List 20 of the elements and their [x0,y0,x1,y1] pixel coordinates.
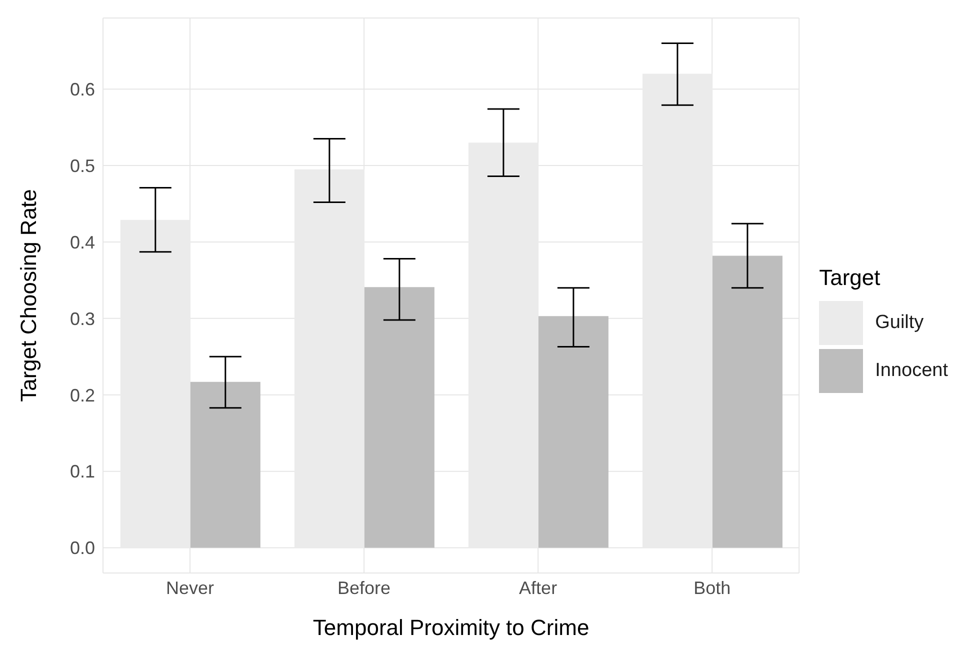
bar [190,382,260,548]
y-tick-label: 0.2 [70,385,95,406]
x-tick-label: Both [694,578,731,598]
y-tick-label: 0.0 [70,538,95,558]
legend-label: Innocent [875,360,948,382]
y-tick-label: 0.1 [70,462,95,482]
y-tick-label: 0.5 [70,156,95,176]
x-tick-label: After [519,578,558,598]
y-axis-title: Target Choosing Rate [16,189,41,402]
y-tick-label: 0.4 [70,232,95,252]
bar [712,256,782,548]
x-axis-title: Temporal Proximity to Crime [312,615,590,640]
y-tick-label: 0.6 [70,79,95,100]
x-tick-label: Never [166,578,214,598]
legend-label: Guilty [875,312,924,334]
bar [538,316,608,548]
legend-title: Target [819,264,882,290]
bar [364,287,434,548]
x-tick-label: Before [338,578,391,598]
y-tick-label: 0.3 [70,308,95,329]
